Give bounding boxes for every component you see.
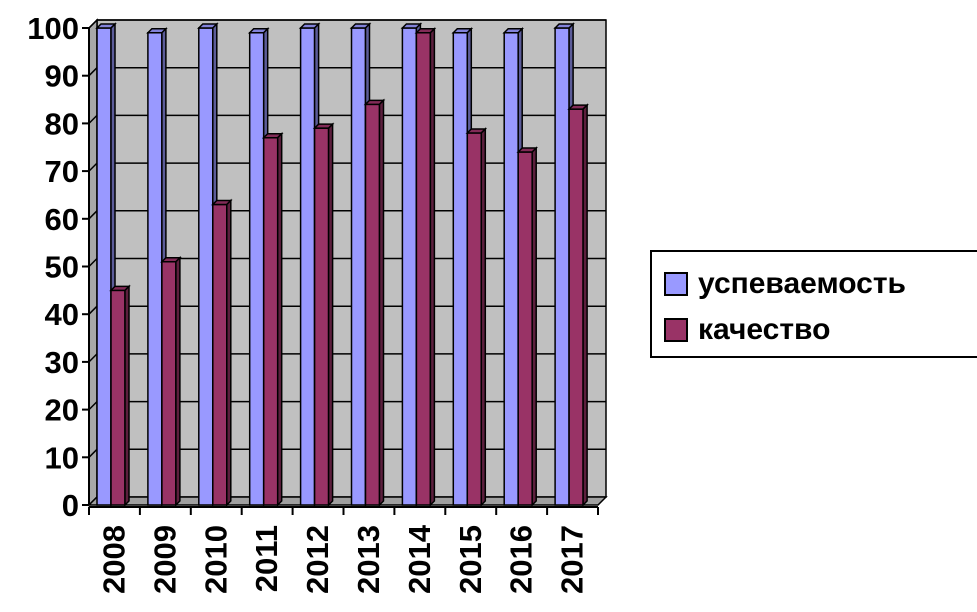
x-tick-label: 2010 [198, 525, 233, 594]
bar-uspevaemost [554, 27, 570, 506]
x-tick-label: 2015 [453, 525, 488, 594]
x-tick-label: 2016 [504, 525, 539, 594]
gridline-side [88, 448, 98, 458]
x-tick-label: 2009 [147, 525, 182, 594]
legend-swatch-uspevaemost [664, 272, 688, 296]
gridline-side [88, 353, 98, 363]
bar-kachestvo [212, 203, 228, 506]
bar-uspevaemost [299, 27, 316, 506]
gridline-side [88, 67, 98, 77]
y-tick-label: 40 [45, 297, 79, 332]
x-tick-label: 2014 [402, 524, 437, 594]
bar-kachestvo [110, 289, 126, 506]
gridline-side [88, 19, 98, 29]
gridline-side [88, 305, 98, 315]
bar-uspevaemost [452, 32, 469, 506]
bar-side [531, 146, 537, 507]
bar-uspevaemost [350, 27, 367, 506]
legend-label-kachestvo: качество [698, 313, 831, 346]
bar-uspevaemost [147, 32, 163, 506]
bar-kachestvo [568, 108, 584, 506]
gridline-side [88, 114, 98, 124]
x-tick-label: 2013 [351, 525, 386, 594]
gridline-side [88, 162, 98, 172]
bar-side [582, 103, 588, 507]
y-tick-label: 20 [45, 393, 79, 428]
bar-kachestvo [262, 136, 279, 506]
bar-side [175, 255, 181, 507]
bar-kachestvo [364, 103, 381, 506]
legend-swatch-kachestvo [664, 318, 688, 342]
legend: успеваемость качество [650, 250, 977, 358]
legend-item-uspevaemost: успеваемость [664, 264, 906, 304]
x-tick-label: 2011 [249, 525, 284, 592]
x-tick-label: 2012 [300, 525, 335, 594]
legend-label-uspevaemost: успеваемость [698, 267, 906, 300]
bar-uspevaemost [503, 32, 519, 506]
bar-uspevaemost [248, 32, 265, 506]
x-tick-label: 2008 [96, 525, 131, 594]
x-tick-label: 2017 [555, 525, 590, 594]
bar-kachestvo [161, 260, 177, 506]
y-tick-label: 0 [62, 488, 79, 523]
bar-side [327, 122, 334, 507]
bar-side [480, 127, 487, 507]
y-tick-label: 80 [45, 106, 79, 141]
bar-side [124, 284, 130, 507]
gridline-side [88, 210, 98, 220]
y-tick-label: 50 [45, 250, 79, 285]
bar-side [429, 26, 436, 507]
y-tick-label: 30 [45, 345, 79, 380]
bar-kachestvo [415, 32, 432, 506]
bar-side [226, 198, 232, 507]
gridline-side [88, 401, 98, 411]
y-tick-label: 70 [45, 154, 79, 189]
bar-kachestvo [466, 132, 483, 506]
bar-kachestvo [517, 151, 533, 506]
legend-item-kachestvo: качество [664, 310, 830, 350]
bar-uspevaemost [401, 27, 418, 506]
gridline-side [88, 257, 98, 268]
y-tick-label: 60 [45, 202, 79, 237]
bar-uspevaemost [96, 27, 112, 506]
y-tick-label: 10 [45, 440, 79, 475]
y-tick-label: 100 [27, 11, 79, 46]
bar-side [378, 98, 385, 507]
bar-side [276, 131, 283, 507]
bar-kachestvo [313, 127, 330, 506]
bar-uspevaemost [198, 27, 214, 506]
y-tick-label: 90 [45, 59, 79, 94]
